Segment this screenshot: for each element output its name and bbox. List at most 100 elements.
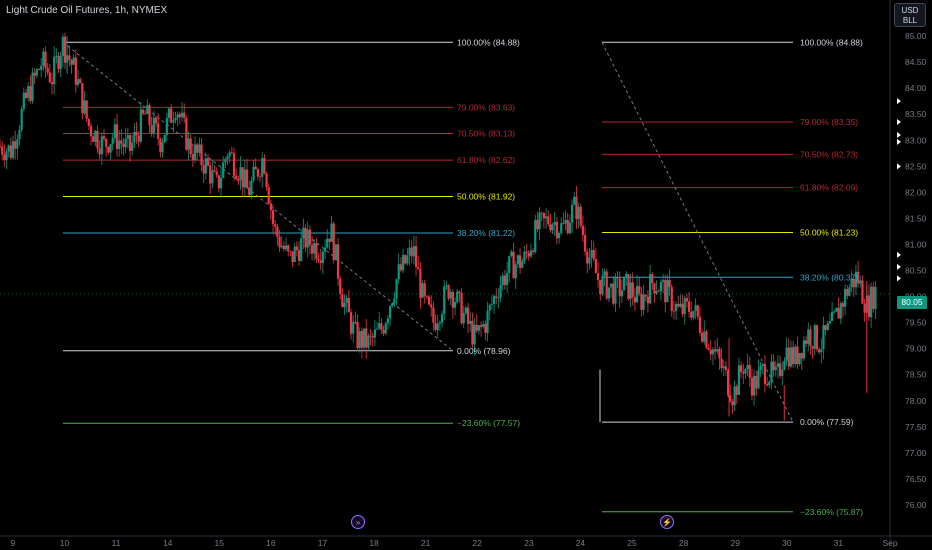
candle-body xyxy=(0,145,2,147)
candle-body xyxy=(540,212,543,214)
candle-body xyxy=(72,57,75,65)
candle-body xyxy=(557,233,561,239)
candle-body xyxy=(815,325,819,350)
candle-body xyxy=(802,340,806,359)
candle-body xyxy=(397,264,400,280)
candle-body xyxy=(551,224,554,231)
candle-body xyxy=(577,206,580,220)
price-tick-label: 78.00 xyxy=(905,396,927,406)
candle-body xyxy=(304,227,307,248)
candle-body xyxy=(341,294,344,308)
candle-body xyxy=(716,349,719,352)
fib-left-trend-line xyxy=(62,41,454,352)
candle-body xyxy=(811,346,814,349)
candle-body xyxy=(625,274,628,278)
candle-body xyxy=(280,245,283,248)
candle-body xyxy=(63,36,67,63)
time-tick-label: 31 xyxy=(834,538,844,548)
candle-body xyxy=(568,222,572,234)
candle-body xyxy=(694,305,697,311)
candle-body xyxy=(163,134,166,143)
candle-body xyxy=(733,386,736,406)
candle-body xyxy=(670,287,673,311)
candle-body xyxy=(401,254,405,271)
candle-body xyxy=(612,283,615,304)
candle-body xyxy=(703,331,706,342)
candle-body xyxy=(302,227,305,239)
price-tick-label: 84.00 xyxy=(905,83,927,93)
candle-body xyxy=(315,242,318,259)
candle-body xyxy=(616,277,619,279)
candle-body xyxy=(495,296,498,298)
candle-body xyxy=(150,125,153,134)
candle-body xyxy=(373,329,376,338)
candle-body xyxy=(139,109,142,142)
candle-body xyxy=(484,323,487,333)
candle-body xyxy=(243,169,246,188)
candle-body xyxy=(115,124,119,150)
fib-left-level-label: 100.00% (84.88) xyxy=(457,37,520,47)
candle-body xyxy=(607,287,611,299)
candle-body xyxy=(334,244,337,261)
lightning-icon[interactable]: ⚡ xyxy=(660,515,674,529)
candle-body xyxy=(542,213,546,219)
time-tick-label: Sep xyxy=(882,538,897,548)
candle-body xyxy=(779,363,782,376)
candle-body xyxy=(135,131,138,136)
candle-body xyxy=(183,112,186,119)
candle-body xyxy=(193,144,197,161)
candle-body xyxy=(449,291,452,299)
candle-body xyxy=(536,219,539,230)
candle-body xyxy=(191,154,194,161)
candle-body xyxy=(653,283,656,294)
candle-body xyxy=(644,294,647,297)
price-tick-label: 76.00 xyxy=(905,500,927,510)
candle-body xyxy=(152,117,155,134)
fib-left-level-label: 0.00% (78.96) xyxy=(457,346,511,356)
candle-body xyxy=(425,296,428,297)
candle-body xyxy=(512,251,515,279)
candle-body xyxy=(185,118,188,150)
candle-body xyxy=(859,280,862,284)
candle-body xyxy=(622,277,626,291)
candle-body xyxy=(848,287,851,296)
candle-body xyxy=(137,135,140,142)
candle-body xyxy=(599,280,602,295)
candle-body xyxy=(42,51,45,66)
candle-body xyxy=(661,280,665,283)
candle-body xyxy=(310,245,314,254)
candle-body xyxy=(252,166,255,181)
candle-body xyxy=(739,365,743,372)
currency-label: USD xyxy=(901,6,919,15)
fib-left-level-label: 79.00% (83.63) xyxy=(457,102,515,112)
double-chevron-icon[interactable]: » xyxy=(351,515,365,529)
candle-body xyxy=(154,117,158,124)
currency-unit-button[interactable]: USD BLL xyxy=(894,3,926,27)
candle-body xyxy=(107,146,110,153)
candle-body xyxy=(144,113,147,115)
candle-body xyxy=(831,311,834,321)
candle-body xyxy=(172,120,175,123)
candle-body xyxy=(783,360,786,370)
candle-body xyxy=(683,298,686,315)
candle-body xyxy=(282,245,285,250)
candle-body xyxy=(198,144,201,153)
candle-body xyxy=(642,294,645,310)
candle-body xyxy=(85,100,88,119)
candle-body xyxy=(469,320,472,324)
price-tick-label: 82.00 xyxy=(905,187,927,197)
price-tick-label: 83.00 xyxy=(905,135,927,145)
candle-body xyxy=(867,295,871,318)
candle-body xyxy=(586,251,589,264)
candle-body xyxy=(178,114,181,118)
candle-body xyxy=(313,242,316,254)
time-tick-label: 11 xyxy=(112,538,121,548)
candle-body xyxy=(800,352,803,359)
candle-body xyxy=(369,335,372,337)
candle-body xyxy=(44,51,47,69)
candle-body xyxy=(573,196,576,205)
candle-body xyxy=(345,297,348,303)
candle-body xyxy=(189,138,192,155)
